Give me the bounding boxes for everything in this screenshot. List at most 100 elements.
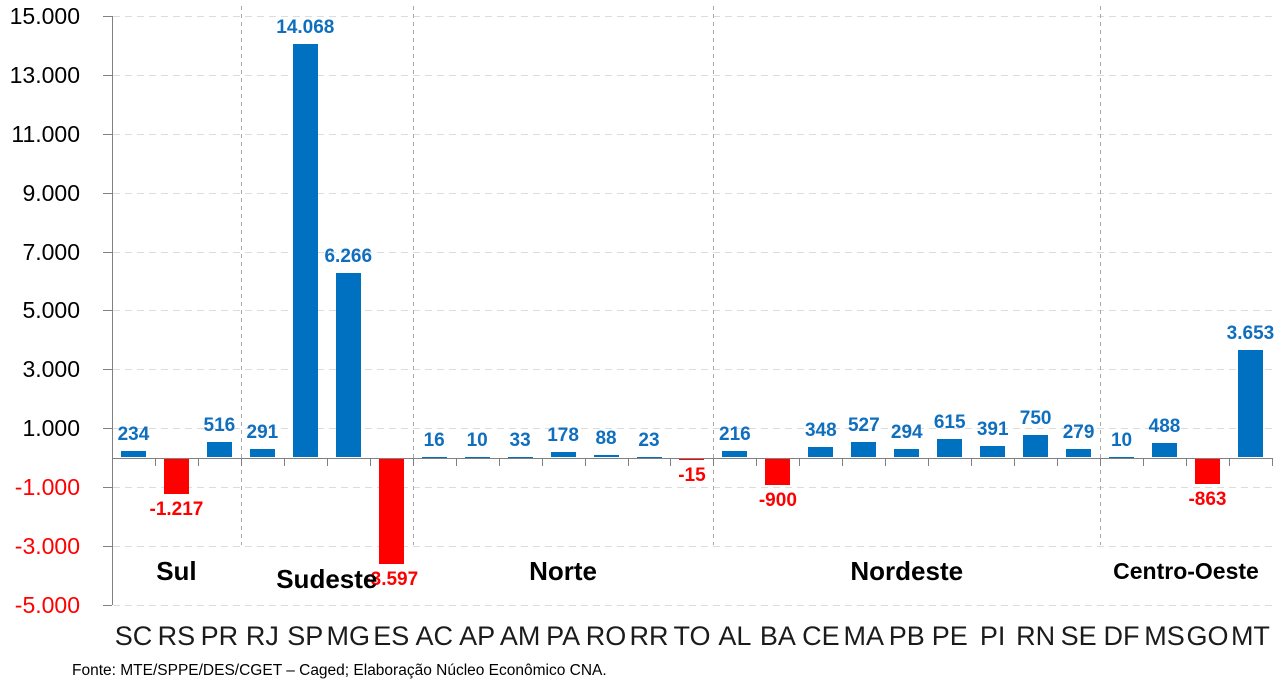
gridline [113,16,1272,18]
bar-rr [636,456,662,458]
region-label-nordeste: Nordeste [850,556,964,586]
x-axis-label-al: AL [718,621,752,651]
x-axis-label-pr: PR [200,621,239,651]
x-axis-label-pi: PI [979,621,1006,651]
x-axis-label-ce: CE [802,621,840,651]
y-axis-tick [103,16,112,18]
bar-pr [206,442,232,458]
bar-value-al: 216 [719,424,751,446]
gridline [113,604,1272,606]
x-axis-tick [498,457,500,466]
x-axis-tick [928,457,930,466]
x-axis-tick [197,457,199,466]
bar-value-mt: 3.653 [1226,323,1275,345]
region-label-norte: Norte [529,556,598,586]
x-axis-tick [799,457,801,466]
bar-value-pe: 615 [933,412,966,434]
x-axis-label-am: AM [499,621,541,651]
bar-value-rs: -1.217 [149,499,204,521]
region-separator [1100,6,1102,545]
x-axis-label-mt: MT [1230,621,1270,651]
x-axis-tick [627,457,629,466]
x-axis-tick [541,457,543,466]
y-axis-tick-label: 7.000 [22,238,80,265]
x-axis-label-sp: SP [287,621,324,651]
x-axis-tick [412,457,414,466]
x-axis-tick [1271,457,1273,466]
y-axis-tick-label: 15.000 [9,3,80,30]
bar-value-to: -15 [678,464,706,486]
x-axis-tick [670,457,672,466]
bar-value-sc: 234 [117,423,150,445]
y-axis-tick-label: -5.000 [14,591,80,618]
bar-pe [937,439,963,458]
x-axis-line [112,457,1272,459]
x-axis-tick [584,457,586,466]
y-axis-tick [103,251,112,253]
bar-value-pi: 391 [976,418,1009,440]
bar-value-go: -863 [1188,488,1227,510]
y-axis-line [112,16,113,605]
y-axis-tick [103,604,112,606]
y-axis-tick [103,75,112,77]
x-axis-tick [455,457,457,466]
region-separator [412,6,414,545]
x-axis-label-rs: RS [157,621,196,651]
gridline [113,310,1272,312]
region-separator [713,6,715,545]
bar-al [722,451,748,458]
x-axis-tick [154,457,156,466]
bar-rj [249,448,275,458]
x-axis-tick [1057,457,1059,466]
bar-es [378,458,404,565]
x-axis-tick [1228,457,1230,466]
bar-value-ma: 527 [847,414,880,436]
x-axis-tick [971,457,973,466]
y-axis-tick-label: 11.000 [11,120,80,147]
bar-value-rr: 23 [638,429,660,451]
gridline [113,133,1272,135]
y-axis-tick-label: 13.000 [9,62,80,89]
gridline [113,75,1272,77]
x-axis-label-ms: MS [1144,621,1185,651]
x-axis-tick [756,457,758,466]
y-axis-tick-label: 5.000 [22,297,80,324]
x-axis-tick [713,457,715,466]
bar-value-ms: 488 [1148,416,1181,438]
bar-mg [335,273,361,458]
bar-mt [1237,350,1263,458]
x-axis-label-ma: MA [843,621,885,651]
x-axis-tick [112,457,113,466]
bar-rs [163,458,189,495]
x-axis-label-pe: PE [931,621,968,651]
y-axis-tick-label: 3.000 [22,356,80,383]
region-label-sul: Sul [156,556,197,586]
bar-ma [851,441,877,458]
region-separator [240,6,242,545]
y-axis-tick [103,133,112,135]
x-axis-label-ap: AP [459,621,496,651]
y-axis-tick [103,428,112,430]
x-axis-tick [842,457,844,466]
x-axis-tick [283,457,285,466]
bar-ac [421,456,447,458]
y-axis-tick-label: 1.000 [22,415,80,442]
bar-df [1109,456,1135,458]
bar-value-rj: 291 [246,421,279,443]
x-axis-label-pa: PA [546,621,581,651]
x-axis-label-ac: AC [415,621,453,651]
bar-value-es: -3.597 [364,569,419,591]
x-axis-label-rj: RJ [245,621,279,651]
bar-pi [980,445,1006,458]
bar-sc [120,450,146,458]
bar-value-am: 33 [509,429,531,451]
x-axis-label-rr: RR [629,621,669,651]
x-axis-label-df: DF [1103,621,1140,651]
gridline [113,545,1272,547]
bar-value-ce: 348 [804,420,837,442]
x-axis-label-pb: PB [888,621,925,651]
x-axis-label-to: TO [673,621,711,651]
x-axis-label-se: SE [1060,621,1097,651]
x-axis-tick [240,457,242,466]
